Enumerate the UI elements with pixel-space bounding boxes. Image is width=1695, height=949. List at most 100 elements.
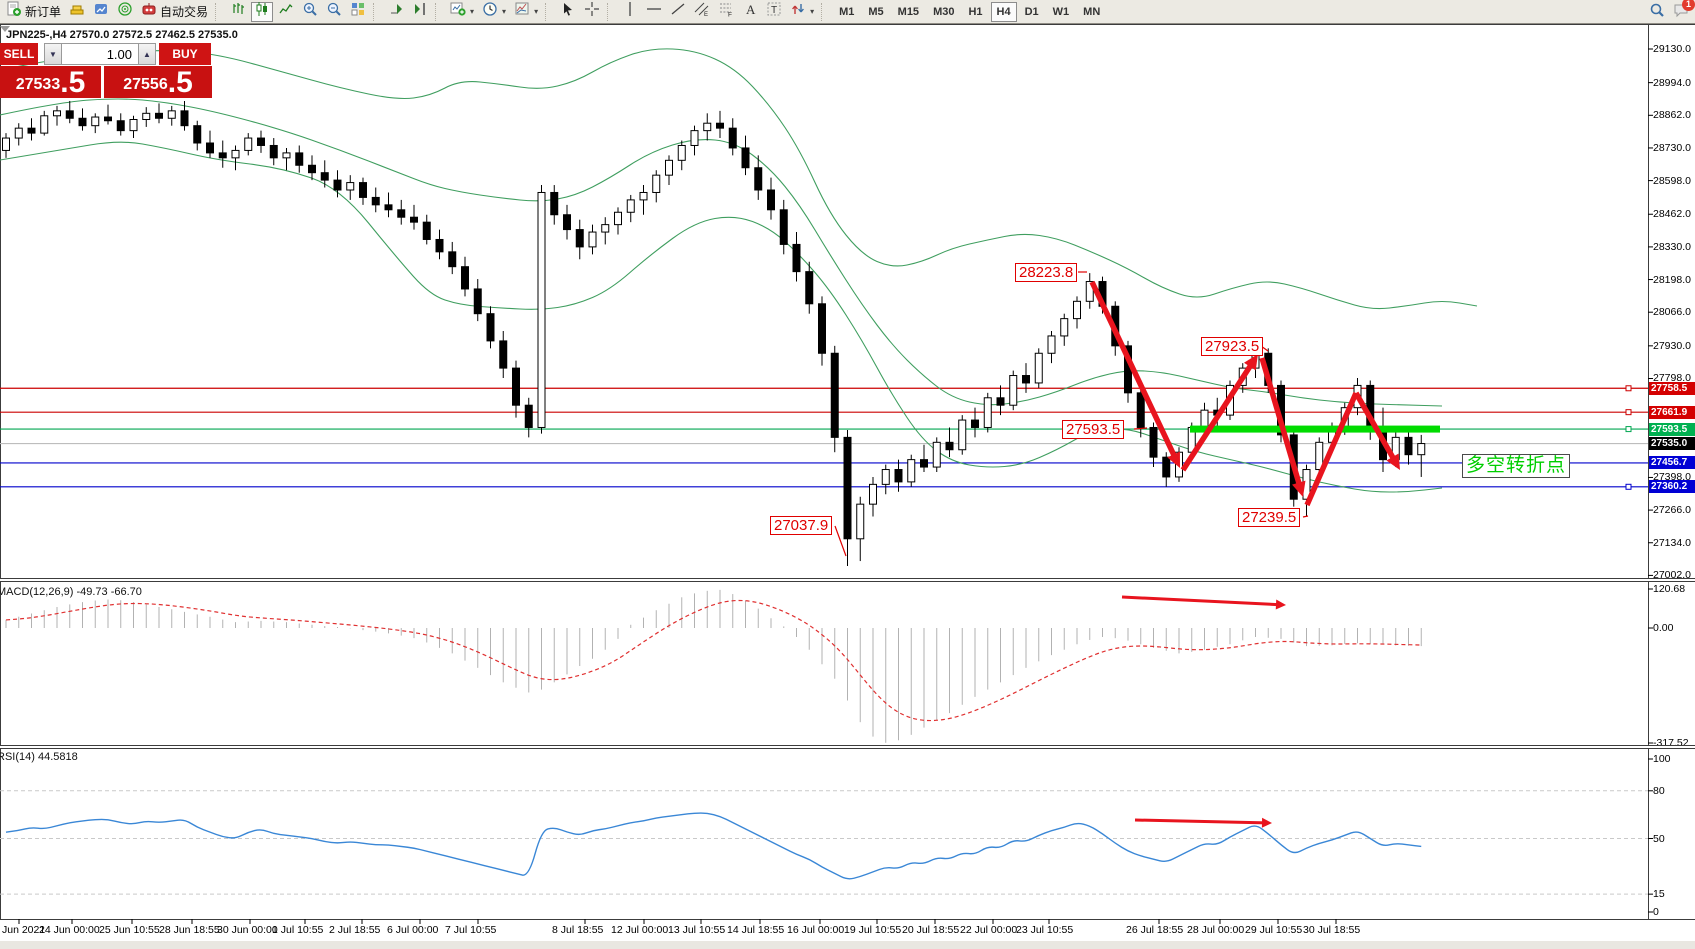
timeframe-button-m5[interactable]: M5 (868, 5, 884, 18)
date-axis-label: 30 Jul 18:55 (1303, 924, 1361, 936)
volume-decrease-button[interactable]: ▼ (44, 43, 62, 65)
fibonacci-button[interactable]: F (715, 2, 737, 22)
candles-icon (254, 1, 270, 22)
date-axis-label: 8 Jul 18:55 (552, 924, 604, 936)
price-tag: 27535.0 (1649, 437, 1695, 451)
dropdown-caret-icon[interactable]: ▾ (470, 7, 475, 16)
zoomout-icon (326, 1, 342, 22)
toolbar-separator (545, 2, 553, 21)
metaeditor-button[interactable] (66, 2, 88, 22)
textA-icon: A (742, 1, 758, 22)
rsi-axis-tick: 0 (1653, 906, 1659, 918)
neworder-icon (6, 1, 22, 22)
signals-button[interactable] (114, 2, 136, 22)
linech-icon (278, 1, 294, 22)
date-axis-label: 20 Jul 18:55 (902, 924, 960, 936)
chart-shift-button[interactable] (409, 2, 431, 22)
gold-icon (69, 1, 85, 22)
hline-icon (646, 1, 662, 22)
toolbar-separator (373, 2, 381, 21)
market-watch-button[interactable] (90, 2, 112, 22)
sell-price[interactable]: 27533.5 (0, 66, 101, 98)
new-order-button[interactable]: 新订单 (3, 1, 64, 22)
autotrading-button-label: 自动交易 (160, 5, 209, 19)
auto-scroll-button[interactable] (385, 2, 407, 22)
text-label-button[interactable]: T (763, 2, 785, 22)
timeframe-button-mn[interactable]: MN (1083, 5, 1101, 18)
bars-icon (230, 1, 246, 22)
price-tag: 27456.7 (1649, 456, 1695, 470)
price-annotation-label: 27037.9 (770, 516, 833, 535)
timeframe-button-w1[interactable]: W1 (1052, 5, 1070, 18)
price-axis-tick: 28730.0 (1653, 141, 1691, 154)
toolbar-separator (435, 2, 443, 21)
candlestick-chart-button[interactable] (251, 1, 274, 22)
timeframe-button-h4[interactable]: H4 (990, 1, 1017, 22)
date-axis-label: 24 Jun 00:00 (39, 924, 100, 936)
dropdown-caret-icon[interactable]: ▾ (534, 7, 539, 16)
macd-axis-tick: 0.00 (1653, 622, 1674, 634)
autotrading-button[interactable]: 自动交易 (138, 2, 211, 22)
notification-badge: 1 (1682, 0, 1695, 11)
volume-increase-button[interactable]: ▲ (138, 43, 156, 65)
trendline-button[interactable] (667, 2, 689, 22)
date-axis-label: 19 Jul 10:55 (844, 924, 902, 936)
textT-icon: T (766, 1, 782, 22)
date-axis-label: 29 Jul 10:55 (1245, 924, 1303, 936)
date-axis-label: 14 Jul 18:55 (727, 924, 785, 936)
zoom-out-button[interactable] (323, 2, 345, 22)
toolbar-separator (607, 2, 615, 21)
chartshift-icon (412, 1, 428, 22)
zoom-in-button[interactable] (299, 2, 321, 22)
chart-symbol-title: JPN225-,H4 27570.0 27572.5 27462.5 27535… (6, 29, 238, 41)
timeframe-button-m15[interactable]: M15 (897, 5, 920, 18)
buy-button[interactable]: BUY (159, 43, 211, 65)
cursor-button[interactable] (557, 2, 579, 22)
equidistant-channel-button[interactable]: E (691, 2, 713, 22)
chart-shift-marker-icon[interactable] (0, 26, 10, 32)
line-chart-button[interactable] (275, 2, 297, 22)
price-annotation-label: 27239.5 (1238, 508, 1301, 527)
timeframe-button-m30[interactable]: M30 (933, 5, 955, 18)
templates-button[interactable]: ▾ (511, 2, 541, 22)
rsi-axis-tick: 100 (1653, 753, 1671, 765)
volume-input[interactable] (62, 43, 138, 65)
date-axis-label: 12 Jul 00:00 (611, 924, 669, 936)
tile-windows-button[interactable] (347, 2, 369, 22)
timeframe-button-m1[interactable]: M1 (839, 5, 855, 18)
periods-button[interactable]: ▾ (479, 2, 509, 22)
pane-separator[interactable] (0, 578, 1695, 582)
rsi-indicator-label: RSI(14) 44.5818 (0, 751, 78, 763)
text-button[interactable]: A (739, 2, 761, 22)
price-axis-tick: 28598.0 (1653, 174, 1691, 187)
date-axis-label: 6 Jul 00:00 (387, 924, 439, 936)
price-axis-tick: 29130.0 (1653, 43, 1691, 55)
buy-price[interactable]: 27556.5 (104, 66, 212, 98)
timeframe-button-d1[interactable]: D1 (1024, 5, 1039, 18)
chat-icon[interactable]: 1 (1673, 0, 1695, 23)
pane-separator[interactable] (0, 745, 1695, 749)
price-tag: 27360.2 (1649, 480, 1695, 494)
indicators-button[interactable]: ▾ (447, 2, 477, 22)
price-axis-tick: 27134.0 (1653, 536, 1691, 549)
clock-icon (482, 1, 498, 22)
svg-text:E: E (704, 12, 708, 17)
toolbar-separator (215, 2, 223, 21)
one-click-trade-panel: SELL ▼ ▲ BUY 27533.5 27556.5 (0, 43, 214, 98)
dropdown-caret-icon[interactable]: ▾ (810, 7, 815, 16)
vertical-line-button[interactable] (619, 2, 641, 22)
bar-chart-button[interactable] (227, 2, 249, 22)
bottom-strip (0, 941, 1695, 949)
dropdown-caret-icon[interactable]: ▾ (502, 7, 507, 16)
crosshair-button[interactable] (581, 2, 603, 22)
price-annotation-label: 28223.8 (1015, 263, 1078, 282)
bluechart-icon (93, 1, 109, 22)
search-icon[interactable] (1649, 2, 1665, 23)
sell-button[interactable]: SELL (0, 43, 38, 65)
price-axis-tick: 28066.0 (1653, 306, 1691, 319)
horizontal-line-button[interactable] (643, 2, 665, 22)
arrows-button[interactable]: ▾ (787, 2, 817, 22)
arrowstool-icon (790, 1, 806, 22)
timeframe-button-h1[interactable]: H1 (968, 5, 983, 18)
